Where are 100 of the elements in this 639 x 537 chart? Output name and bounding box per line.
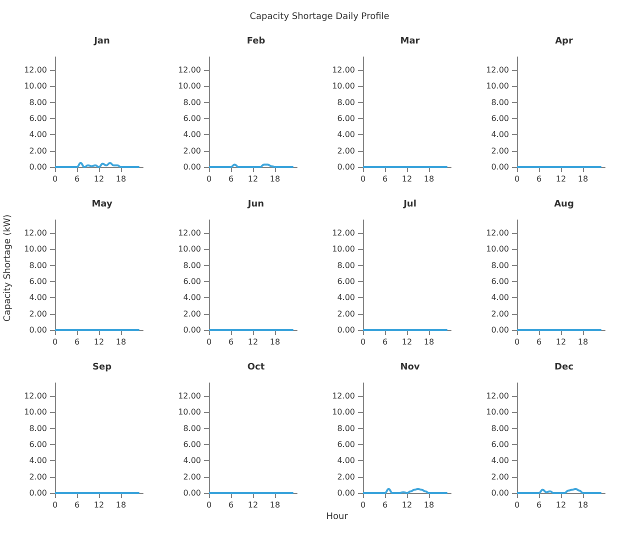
y-tick-label: 12.00 [24,391,47,400]
y-tick-label: 12.00 [486,391,509,400]
y-tick-label: 10.00 [486,82,509,91]
y-tick-label: 4.00 [183,130,201,140]
y-tick-label: 8.00 [29,98,47,107]
x-tick-label: 6 [74,500,80,510]
y-tick-label: 4.00 [491,293,509,302]
y-tick-label: 0.00 [337,326,355,334]
y-tick-label: 10.00 [332,82,355,91]
y-tick-label: 6.00 [337,276,355,286]
y-tick-label: 2.00 [29,472,47,482]
y-tick-label: 10.00 [332,244,355,254]
y-tick-label: 8.00 [337,98,355,107]
y-tick-label: 10.00 [24,244,47,254]
y-tick-label: 8.00 [183,424,201,433]
chart-title: Dec [554,362,574,372]
x-tick-label: 0 [514,500,520,510]
x-tick-label: 18 [270,174,280,184]
x-tick-label: 18 [116,174,126,184]
y-tick-label: 8.00 [491,260,509,270]
x-tick-label: 6 [536,174,542,184]
y-tick-label: 12.00 [486,65,509,74]
y-tick-label: 4.00 [491,130,509,140]
x-tick-label: 0 [514,174,520,184]
x-tick-label: 12 [402,500,412,510]
y-tick-label: 2.00 [491,146,509,156]
y-tick-label: 8.00 [29,424,47,433]
x-tick-label: 18 [270,500,280,510]
x-tick-label: 0 [360,500,366,510]
y-tick-label: 8.00 [491,98,509,107]
x-tick-label: 12 [556,500,566,510]
y-tick-label: 10.00 [178,408,201,417]
x-tick-label: 0 [52,174,58,184]
y-tick-label: 6.00 [29,440,47,449]
y-tick-label: 2.00 [491,472,509,482]
x-tick-label: 6 [74,338,80,346]
chart-title: Sep [92,362,112,372]
y-tick-label: 2.00 [29,309,47,318]
y-tick-label: 8.00 [183,98,201,107]
y-tick-label: 4.00 [337,130,355,140]
x-tick-label: 6 [228,338,234,346]
y-tick-label: 8.00 [491,424,509,433]
y-tick-label: 8.00 [337,260,355,270]
y-tick-label: 4.00 [183,293,201,302]
x-tick-label: 12 [248,338,258,346]
y-tick-label: 6.00 [491,440,509,449]
y-tick-label: 10.00 [24,408,47,417]
y-tick-label: 2.00 [183,146,201,156]
y-tick-label: 0.00 [491,326,509,334]
chart-title: Jun [246,200,264,210]
y-tick-label: 10.00 [332,408,355,417]
y-tick-label: 12.00 [332,391,355,400]
y-tick-label: 0.00 [183,488,201,498]
chart-title: Jul [402,200,416,210]
x-tick-label: 12 [556,338,566,346]
x-tick-label: 18 [424,174,434,184]
chart-title: Mar [400,36,420,46]
y-tick-label: 10.00 [24,82,47,91]
y-tick-label: 2.00 [183,472,201,482]
y-tick-label: 10.00 [486,408,509,417]
y-tick-label: 2.00 [337,472,355,482]
y-tick-label: 8.00 [337,424,355,433]
x-tick-label: 18 [116,500,126,510]
x-tick-label: 6 [228,174,234,184]
x-tick-label: 18 [116,338,126,346]
y-tick-label: 0.00 [183,326,201,334]
y-tick-label: 12.00 [486,228,509,238]
chart-title: Aug [554,200,574,210]
chart-title: Feb [246,36,266,46]
chart-title: Jan [93,36,110,46]
y-tick-label: 4.00 [337,456,355,466]
y-tick-label: 0.00 [337,488,355,498]
y-tick-label: 4.00 [183,456,201,466]
x-tick-label: 0 [514,338,520,346]
x-tick-label: 18 [270,338,280,346]
y-tick-label: 12.00 [332,65,355,74]
x-axis-title: Hour [325,512,349,522]
x-tick-label: 12 [248,174,258,184]
y-tick-label: 6.00 [491,276,509,286]
y-tick-label: 10.00 [486,244,509,254]
x-tick-label: 18 [578,338,588,346]
x-tick-label: 0 [52,500,58,510]
y-tick-label: 2.00 [491,309,509,318]
x-tick-label: 0 [206,174,212,184]
chart-title: Apr [555,36,574,46]
text: Capacity Shortage Daily Profile [248,12,390,22]
x-tick-label: 0 [360,174,366,184]
y-tick-label: 6.00 [183,114,201,123]
x-tick-label: 6 [382,174,388,184]
x-tick-label: 18 [578,500,588,510]
x-tick-label: 0 [52,338,58,346]
y-tick-label: 8.00 [183,260,201,270]
x-tick-label: 12 [556,174,566,184]
y-tick-label: 4.00 [29,130,47,140]
y-tick-label: 12.00 [178,228,201,238]
x-tick-label: 18 [578,174,588,184]
x-tick-label: 18 [424,500,434,510]
y-tick-label: 4.00 [337,293,355,302]
y-tick-label: 12.00 [332,228,355,238]
y-tick-label: 12.00 [178,65,201,74]
